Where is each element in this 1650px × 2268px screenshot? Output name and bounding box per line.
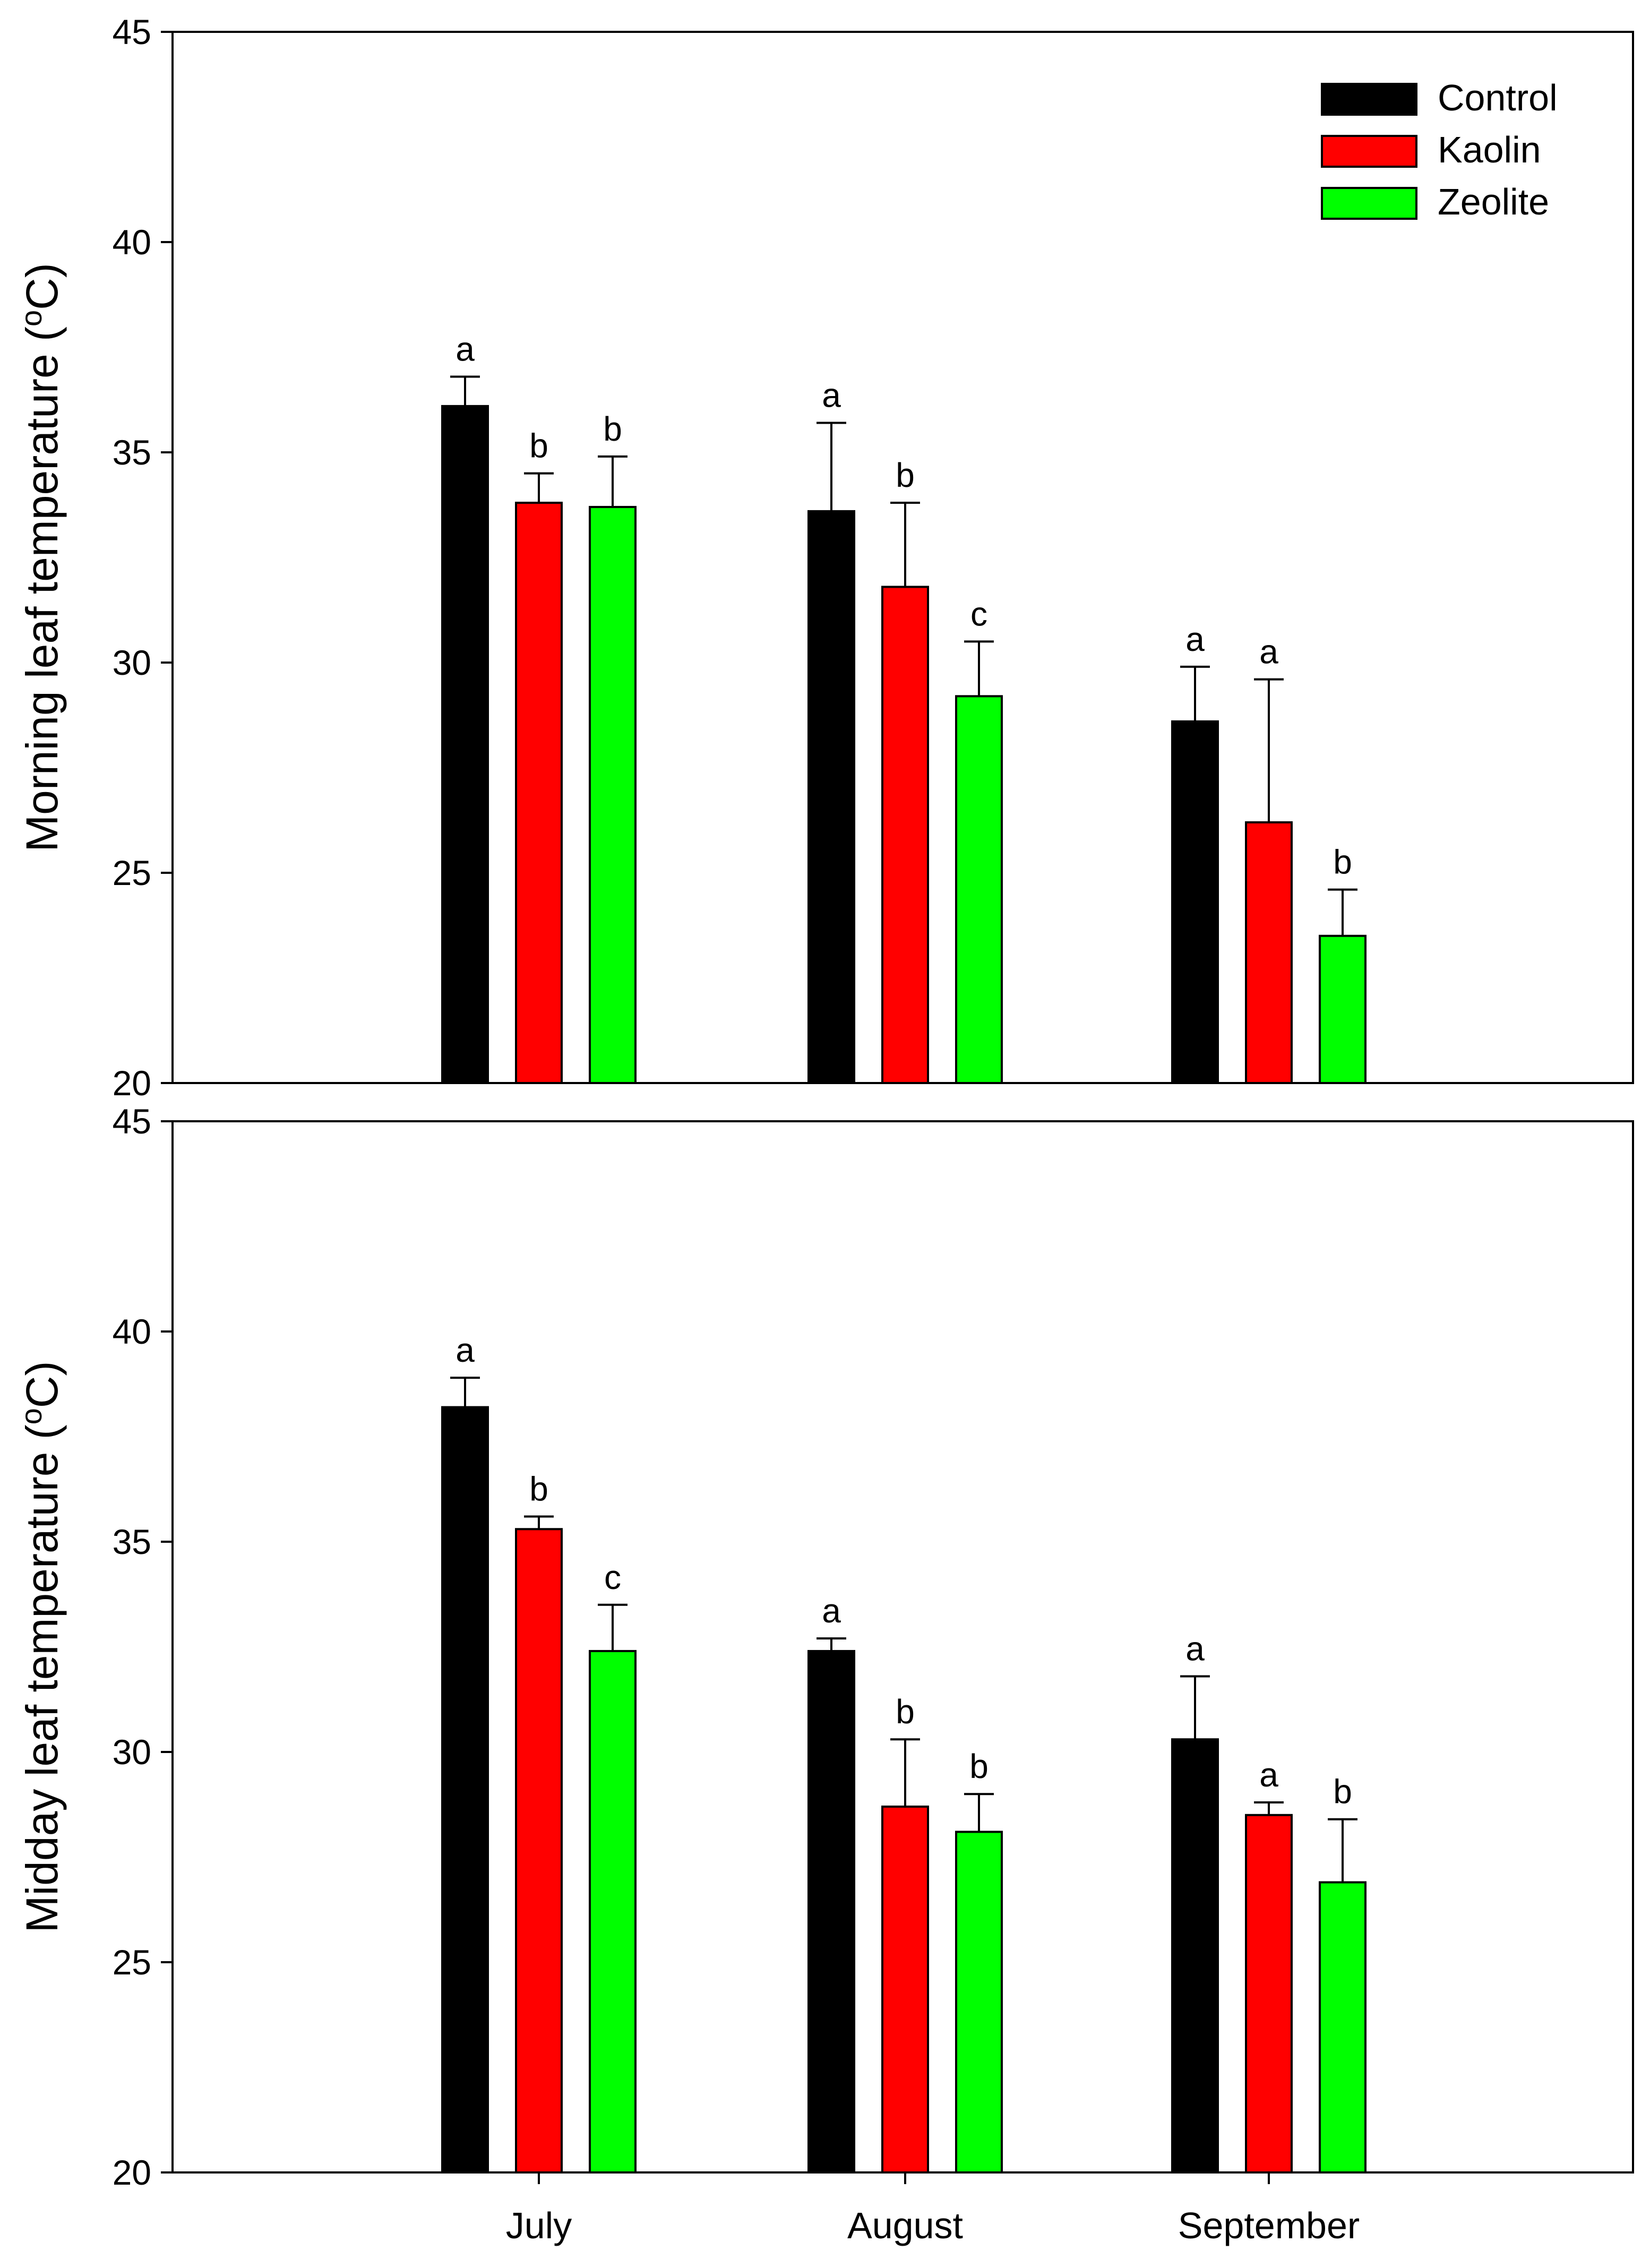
significance-letter: b	[896, 1693, 915, 1731]
bar-kaolin-september	[1245, 1814, 1293, 2174]
bar-zeolite-september	[1319, 1881, 1367, 2174]
bar-zeolite-august	[955, 695, 1003, 1084]
y-tick-label: 30	[113, 643, 151, 682]
y-tick-label: 40	[113, 1312, 151, 1351]
y-tick-label: 45	[113, 12, 151, 51]
bar-kaolin-august	[881, 586, 929, 1084]
significance-letter: a	[1259, 1756, 1278, 1794]
significance-letter: a	[456, 330, 475, 368]
significance-letter: a	[456, 1331, 475, 1369]
y-tick-label: 35	[113, 433, 151, 472]
x-axis-category-labels: July August September	[506, 2172, 1360, 2246]
bar-kaolin-july	[515, 1528, 563, 2174]
bar-kaolin-august	[881, 1805, 929, 2174]
y-axis-title-main: Midday leaf temperature (	[17, 1424, 67, 1932]
significance-letter: b	[529, 427, 548, 465]
legend-label-kaolin: Kaolin	[1438, 129, 1541, 170]
y-tick-label: 25	[113, 853, 151, 892]
bar-zeolite-september	[1319, 934, 1367, 1085]
bar-zeolite-july	[589, 1650, 637, 2174]
legend-label-zeolite: Zeolite	[1438, 181, 1549, 222]
y-tick-label: 40	[113, 222, 151, 262]
significance-letter: c	[970, 595, 987, 633]
bar-zeolite-july	[589, 505, 637, 1085]
y-axis-title-superscript: o	[14, 310, 48, 327]
significance-letter: b	[1333, 843, 1352, 881]
x-category-label: August	[847, 2205, 963, 2246]
significance-letter: b	[896, 456, 915, 494]
significance-letter: b	[603, 410, 622, 448]
y-tick-label: 25	[113, 1943, 151, 1982]
significance-letter: a	[1259, 633, 1278, 671]
legend-swatch-kaolin	[1321, 135, 1417, 168]
y-tick-label: 35	[113, 1522, 151, 1561]
significance-letter: a	[822, 1592, 841, 1630]
bar-control-september	[1171, 720, 1219, 1084]
y-axis-title-unit: C)	[17, 263, 67, 310]
y-axis-title-main: Morning leaf temperature (	[17, 327, 67, 852]
significance-letter: a	[822, 376, 841, 415]
significance-letter: b	[969, 1747, 989, 1785]
x-category-label: September	[1178, 2205, 1360, 2246]
bar-zeolite-august	[955, 1831, 1003, 2174]
bar-control-august	[807, 510, 855, 1084]
significance-letter: c	[604, 1558, 621, 1596]
bar-kaolin-september	[1245, 821, 1293, 1084]
bar-control-july	[441, 1406, 489, 2174]
y-tick-label: 20	[113, 1063, 151, 1103]
legend-swatch-control	[1321, 83, 1417, 116]
panel-bottom: 20 25 30 35 40 45 Midday leaf temperature (oC)…	[14, 1102, 1634, 2192]
bar-kaolin-july	[515, 502, 563, 1084]
x-category-label: July	[506, 2205, 572, 2246]
y-axis-title-unit: C)	[17, 1361, 67, 1408]
bar-control-september	[1171, 1738, 1219, 2174]
significance-letter: b	[529, 1470, 548, 1508]
y-axis-title: Morning leaf temperature (oC)	[14, 263, 67, 852]
significance-letter: b	[1333, 1773, 1352, 1811]
y-tick-label: 30	[113, 1732, 151, 1772]
bar-control-july	[441, 405, 489, 1084]
significance-letter: a	[1185, 1629, 1205, 1668]
y-axis-title: Midday leaf temperature (oC)	[14, 1361, 67, 1933]
y-tick-label: 45	[113, 1102, 151, 1141]
bar-control-august	[807, 1650, 855, 2174]
legend-swatch-zeolite	[1321, 187, 1417, 220]
y-axis-title-superscript: o	[14, 1408, 48, 1424]
legend-label-control: Control	[1438, 77, 1558, 118]
legend: Control Kaolin Zeolite	[1321, 77, 1558, 222]
y-tick-label: 20	[113, 2153, 151, 2192]
significance-letter: a	[1185, 620, 1205, 658]
